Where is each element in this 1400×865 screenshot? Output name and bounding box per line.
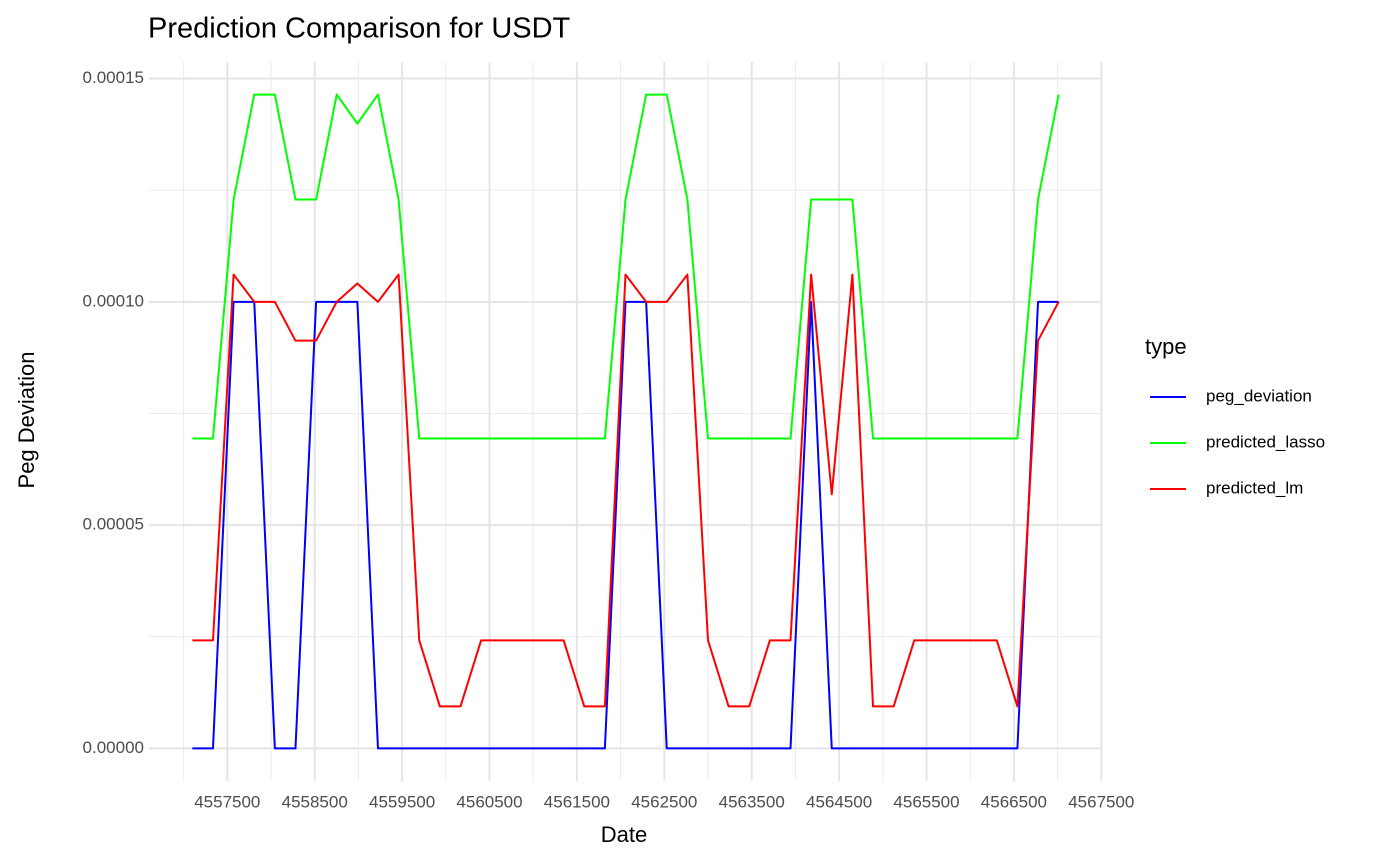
legend-label: predicted_lasso xyxy=(1206,432,1325,451)
x-tick-label: 4563500 xyxy=(719,792,785,811)
legend-label: predicted_lm xyxy=(1206,478,1303,497)
legend-label: peg_deviation xyxy=(1206,386,1312,405)
chart-title: Prediction Comparison for USDT xyxy=(148,13,571,45)
x-tick-label: 4558500 xyxy=(282,792,348,811)
x-tick-label: 4560500 xyxy=(456,792,522,811)
y-tick-label: 0.00000 xyxy=(83,738,144,757)
y-tick-label: 0.00010 xyxy=(83,291,144,310)
x-tick-label: 4562500 xyxy=(631,792,697,811)
y-tick-label: 0.00005 xyxy=(83,515,144,534)
x-tick-label: 4566500 xyxy=(981,792,1047,811)
x-tick-label: 4559500 xyxy=(369,792,435,811)
y-axis-title: Peg Deviation xyxy=(14,352,39,489)
x-tick-label: 4557500 xyxy=(194,792,260,811)
x-tick-label: 4561500 xyxy=(544,792,610,811)
x-axis-title: Date xyxy=(601,822,647,847)
legend-title: type xyxy=(1145,334,1187,359)
x-tick-label: 4567500 xyxy=(1068,792,1134,811)
series-line xyxy=(192,93,1060,440)
x-tick-label: 4564500 xyxy=(806,792,872,811)
y-tick-label: 0.00015 xyxy=(83,68,144,87)
series-line xyxy=(192,273,1060,708)
x-tick-label: 4565500 xyxy=(893,792,959,811)
